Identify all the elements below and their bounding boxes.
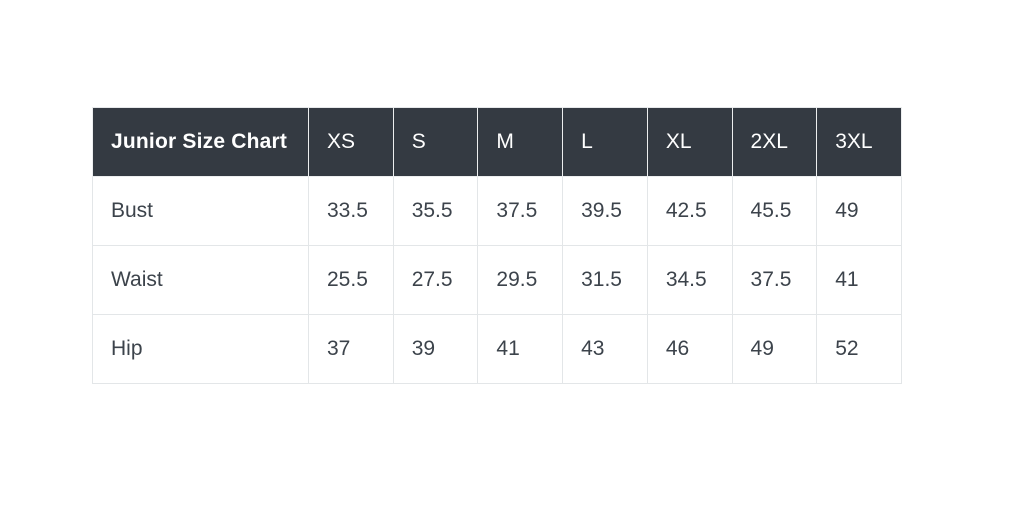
col-header-xs: XS bbox=[308, 107, 394, 177]
row-label: Bust bbox=[92, 176, 309, 246]
cell-waist-s: 27.5 bbox=[392, 245, 479, 315]
table-row-waist: Waist 25.5 27.5 29.5 31.5 34.5 37.5 41 bbox=[92, 245, 902, 315]
cell-waist-l: 31.5 bbox=[562, 245, 648, 315]
junior-size-chart-table: Junior Size Chart XS S M L XL 2XL 3XL Bu… bbox=[92, 107, 902, 384]
table-row-bust: Bust 33.5 35.5 37.5 39.5 42.5 45.5 49 bbox=[92, 176, 902, 246]
table-body: Bust 33.5 35.5 37.5 39.5 42.5 45.5 49 Wa… bbox=[92, 176, 902, 384]
cell-hip-2xl: 49 bbox=[731, 314, 818, 384]
cell-bust-m: 37.5 bbox=[477, 176, 564, 246]
cell-waist-2xl: 37.5 bbox=[731, 245, 818, 315]
cell-bust-3xl: 49 bbox=[816, 176, 902, 246]
row-label: Waist bbox=[92, 245, 309, 315]
col-header-xl: XL bbox=[646, 107, 733, 177]
cell-hip-m: 41 bbox=[477, 314, 564, 384]
cell-waist-m: 29.5 bbox=[477, 245, 564, 315]
cell-hip-3xl: 52 bbox=[816, 314, 902, 384]
row-label: Hip bbox=[92, 314, 309, 384]
table-row-hip: Hip 37 39 41 43 46 49 52 bbox=[92, 314, 902, 384]
cell-waist-xs: 25.5 bbox=[308, 245, 394, 315]
cell-waist-3xl: 41 bbox=[816, 245, 902, 315]
cell-bust-xs: 33.5 bbox=[308, 176, 394, 246]
cell-waist-xl: 34.5 bbox=[646, 245, 733, 315]
cell-hip-l: 43 bbox=[562, 314, 648, 384]
cell-hip-s: 39 bbox=[392, 314, 479, 384]
col-header-m: M bbox=[477, 107, 564, 177]
col-header-l: L bbox=[562, 107, 648, 177]
cell-bust-s: 35.5 bbox=[392, 176, 479, 246]
table-header: Junior Size Chart XS S M L XL 2XL 3XL bbox=[92, 107, 902, 177]
col-header-s: S bbox=[392, 107, 479, 177]
cell-hip-xs: 37 bbox=[308, 314, 394, 384]
cell-hip-xl: 46 bbox=[646, 314, 733, 384]
table-title: Junior Size Chart bbox=[92, 107, 309, 177]
cell-bust-xl: 42.5 bbox=[646, 176, 733, 246]
cell-bust-l: 39.5 bbox=[562, 176, 648, 246]
header-row: Junior Size Chart XS S M L XL 2XL 3XL bbox=[92, 107, 902, 177]
cell-bust-2xl: 45.5 bbox=[731, 176, 818, 246]
col-header-2xl: 2XL bbox=[731, 107, 818, 177]
col-header-3xl: 3XL bbox=[816, 107, 902, 177]
